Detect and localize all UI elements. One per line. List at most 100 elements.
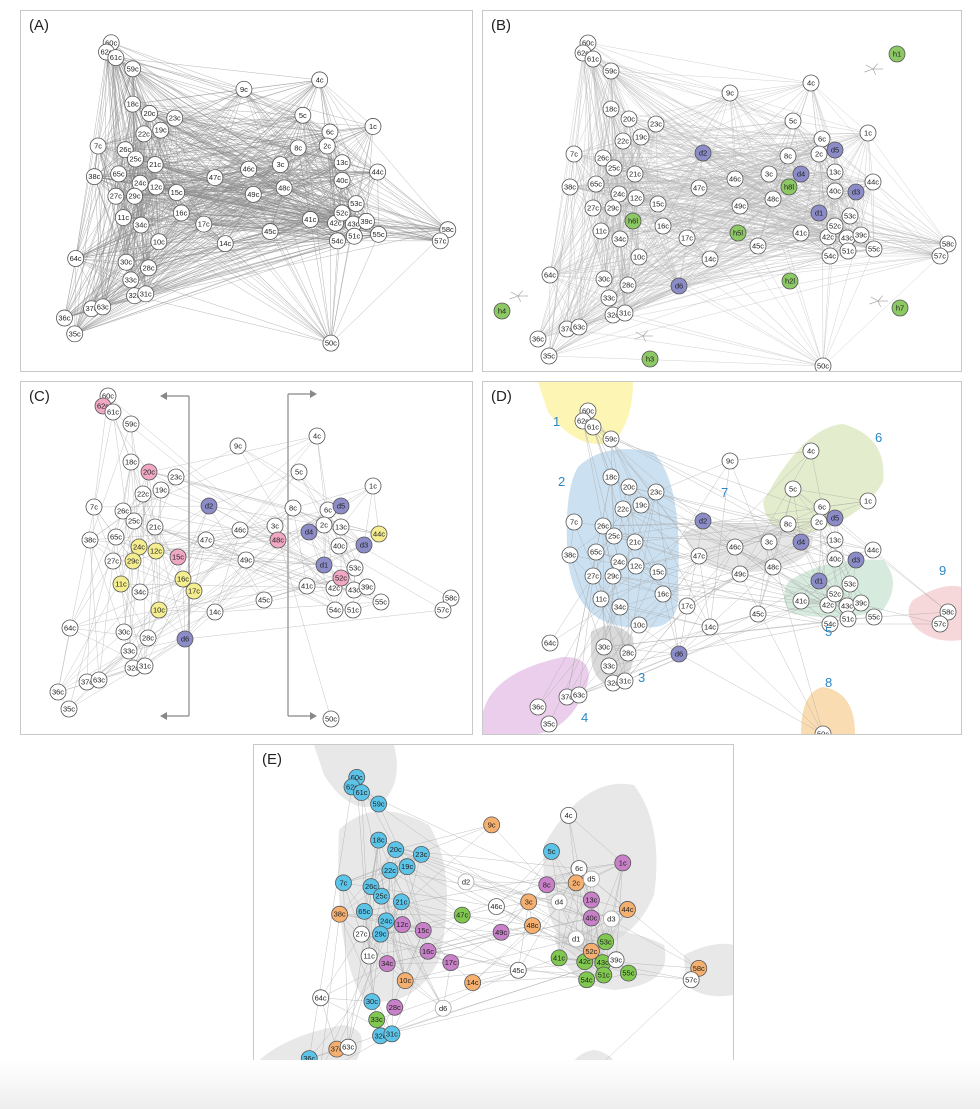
node-d6[interactable]: d6	[670, 277, 688, 295]
node-10c[interactable]: 10c	[630, 248, 648, 266]
node-48c[interactable]: 48c	[764, 190, 782, 208]
node-63c[interactable]: 63c	[94, 298, 112, 316]
node-51c[interactable]: 51c	[345, 227, 363, 245]
node-47c[interactable]: 47c	[197, 531, 215, 549]
node-48c[interactable]: 48c	[764, 558, 782, 576]
node-5c[interactable]: 5c	[543, 843, 560, 860]
node-41c[interactable]: 41c	[792, 224, 810, 242]
node-47c[interactable]: 47c	[690, 547, 708, 565]
node-d4[interactable]: d4	[792, 533, 810, 551]
node-22c[interactable]: 22c	[381, 862, 399, 879]
node-12c[interactable]: 12c	[627, 189, 645, 207]
node-38c[interactable]: 38c	[85, 168, 103, 186]
node-19c[interactable]: 19c	[398, 858, 416, 876]
node-35c[interactable]: 35c	[60, 700, 78, 718]
node-35c[interactable]: 35c	[66, 325, 84, 343]
node-33c[interactable]: 33c	[122, 271, 140, 289]
node-16c[interactable]: 16c	[419, 942, 437, 960]
node-7c[interactable]: 7c	[85, 498, 103, 516]
node-59c[interactable]: 59c	[370, 795, 387, 813]
node-14c[interactable]: 14c	[216, 235, 234, 253]
node-d3[interactable]: d3	[602, 910, 620, 928]
node-39c[interactable]: 39c	[852, 594, 870, 612]
node-h6l[interactable]: h6l	[624, 212, 642, 230]
node-h7[interactable]: h7	[891, 299, 909, 317]
node-15c[interactable]: 15c	[649, 195, 667, 213]
node-45c[interactable]: 45c	[509, 961, 527, 979]
node-1c[interactable]: 1c	[859, 492, 877, 510]
node-2c[interactable]: 2c	[810, 513, 828, 531]
node-14c[interactable]: 14c	[464, 974, 482, 992]
node-45c[interactable]: 45c	[749, 605, 767, 623]
node-19c[interactable]: 19c	[152, 121, 170, 139]
node-40c[interactable]: 40c	[582, 909, 600, 927]
node-h2l[interactable]: h2l	[781, 272, 799, 290]
node-30c[interactable]: 30c	[363, 993, 381, 1011]
node-39c[interactable]: 39c	[358, 212, 375, 230]
node-50c[interactable]: 50c	[322, 710, 340, 728]
node-13c[interactable]: 13c	[332, 518, 350, 536]
node-28c[interactable]: 28c	[139, 629, 157, 647]
node-d3[interactable]: d3	[847, 183, 865, 201]
node-57c[interactable]: 57c	[682, 971, 700, 989]
node-28c[interactable]: 28c	[140, 259, 157, 277]
node-d5[interactable]: d5	[826, 509, 844, 527]
node-52c[interactable]: 52c	[332, 569, 350, 587]
node-17c[interactable]: 17c	[195, 215, 213, 233]
node-17c[interactable]: 17c	[678, 597, 696, 615]
node-3c[interactable]: 3c	[760, 165, 778, 183]
node-9c[interactable]: 9c	[721, 84, 739, 102]
node-8c[interactable]: 8c	[779, 147, 797, 165]
node-25c[interactable]: 25c	[127, 150, 144, 168]
node-58c[interactable]: 58c	[939, 235, 957, 253]
node-15c[interactable]: 15c	[414, 921, 432, 939]
node-35c[interactable]: 35c	[540, 347, 558, 365]
node-d1[interactable]: d1	[567, 930, 585, 948]
node-64c[interactable]: 64c	[67, 250, 85, 267]
node-9c[interactable]: 9c	[229, 437, 247, 455]
node-12c[interactable]: 12c	[147, 542, 165, 560]
node-44c[interactable]: 44c	[619, 901, 636, 918]
node-1c[interactable]: 1c	[614, 854, 632, 872]
node-7c[interactable]: 7c	[565, 145, 583, 163]
node-54c[interactable]: 54c	[329, 232, 346, 250]
node-36c[interactable]: 36c	[529, 698, 547, 716]
node-5c[interactable]: 5c	[784, 480, 802, 498]
node-5c[interactable]: 5c	[294, 106, 312, 124]
node-22c[interactable]: 22c	[134, 485, 152, 503]
node-31c[interactable]: 31c	[616, 672, 634, 690]
node-64c[interactable]: 64c	[541, 266, 559, 284]
node-51c[interactable]: 51c	[595, 966, 613, 984]
node-53c[interactable]: 53c	[597, 933, 615, 951]
node-31c[interactable]: 31c	[137, 285, 155, 303]
node-10c[interactable]: 10c	[630, 616, 648, 634]
node-11c[interactable]: 11c	[592, 222, 610, 240]
node-21c[interactable]: 21c	[146, 518, 164, 536]
node-45c[interactable]: 45c	[261, 223, 279, 240]
node-d1[interactable]: d1	[810, 572, 828, 590]
node-46c[interactable]: 46c	[726, 170, 744, 188]
node-10c[interactable]: 10c	[150, 233, 168, 251]
node-34c[interactable]: 34c	[611, 230, 629, 248]
node-59c[interactable]: 59c	[124, 60, 142, 78]
node-5c[interactable]: 5c	[290, 463, 308, 481]
node-55c[interactable]: 55c	[620, 964, 637, 982]
node-21c[interactable]: 21c	[392, 893, 410, 911]
node-d2[interactable]: d2	[694, 144, 712, 162]
node-61c[interactable]: 61c	[107, 49, 125, 67]
node-3c[interactable]: 3c	[760, 533, 778, 551]
node-26c[interactable]: 26c	[594, 149, 612, 167]
node-59c[interactable]: 59c	[122, 415, 140, 433]
node-54c[interactable]: 54c	[326, 601, 344, 619]
node-57c[interactable]: 57c	[434, 601, 452, 619]
node-1c[interactable]: 1c	[364, 477, 382, 495]
node-63c[interactable]: 63c	[570, 318, 588, 336]
node-65c[interactable]: 65c	[110, 165, 128, 183]
node-5c[interactable]: 5c	[784, 112, 802, 130]
node-31c[interactable]: 31c	[383, 1025, 401, 1043]
node-31c[interactable]: 31c	[136, 657, 154, 675]
node-63c[interactable]: 63c	[570, 686, 588, 704]
node-27c[interactable]: 27c	[584, 199, 602, 217]
node-15c[interactable]: 15c	[649, 563, 667, 581]
node-20c[interactable]: 20c	[620, 110, 638, 128]
